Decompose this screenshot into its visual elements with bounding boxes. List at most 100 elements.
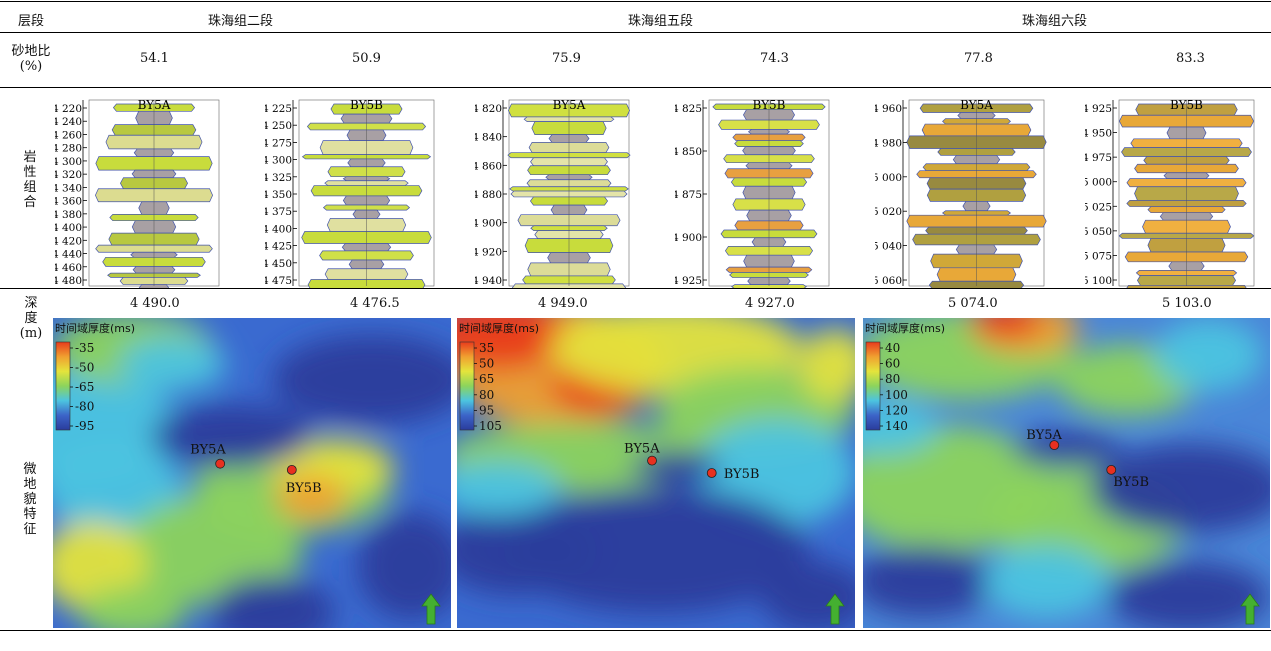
- legend-tick: 65: [479, 372, 494, 386]
- micro-label-char: 征: [23, 522, 37, 537]
- litho-label-char: 合: [23, 195, 37, 210]
- depth-value: 4 949.0: [538, 296, 588, 311]
- log-depth-tick: 4 300: [55, 156, 82, 168]
- log-depth-tick: 4 975: [1085, 152, 1112, 164]
- legend-tick: -80: [75, 400, 94, 414]
- sand-ratio-value: 83.3: [1176, 51, 1205, 66]
- log-well-label: BY5B: [350, 98, 383, 112]
- log-depth-tick: 4 920: [475, 246, 502, 258]
- log-depth-tick: 5 060: [875, 275, 902, 287]
- litho-label-char: 性: [23, 165, 37, 180]
- legend-tick: 100: [885, 388, 908, 402]
- log-depth-tick: 4 280: [55, 143, 82, 155]
- group-header-6: 珠海组六段: [1022, 14, 1088, 29]
- litho-log-6: BY5B 4 925 4 950 4 975 5 000 5 025 5 050 5 075 5…: [1085, 98, 1260, 288]
- depth-label-char: (m): [19, 326, 43, 341]
- sand-ratio-label: 砂地比 (%): [6, 44, 56, 74]
- depth-value: 4 476.5: [350, 296, 400, 311]
- log-depth-tick: 4 980: [875, 137, 902, 149]
- table-top-rule: [0, 1, 1271, 2]
- litho-label-char: 岩: [23, 150, 37, 165]
- log-depth-tick: 4 440: [55, 249, 82, 261]
- header-rule: [0, 32, 1271, 33]
- log-depth-tick: 4 825: [675, 103, 702, 115]
- log-depth-tick: 4 460: [55, 262, 82, 274]
- thickness-map-svg: 时间域厚度(ms) -35 -50 -65 -80 -95 BY5A BY5B: [53, 318, 451, 628]
- log-well-label: BY5B: [753, 98, 786, 112]
- well-label: BY5A: [1026, 428, 1062, 443]
- sand-ratio-value: 50.9: [352, 51, 381, 66]
- legend-tick: 60: [885, 357, 900, 371]
- micro-label-char: 貌: [23, 492, 37, 507]
- legend-tick: 80: [885, 372, 900, 386]
- depth-value: 4 490.0: [130, 296, 180, 311]
- legend-tick: 120: [885, 403, 908, 417]
- layer-header: 层段: [18, 14, 45, 29]
- depth-value: 5 074.0: [948, 296, 998, 311]
- legend-title: 时间域厚度(ms): [865, 321, 945, 335]
- sand-ratio-label-line2: (%): [19, 59, 43, 74]
- group-header-5: 珠海组五段: [628, 14, 694, 29]
- litho-log-1: BY5A 4 220 4 240 4 260 4 280 4 300 4 320 4 340 4…: [55, 98, 225, 288]
- log-depth-tick: 5 040: [875, 241, 902, 253]
- well-label: BY5B: [286, 481, 322, 496]
- log-depth-tick: 4 400: [265, 223, 292, 235]
- log-depth-tick: 4 340: [55, 182, 82, 194]
- log-depth-tick: 4 320: [55, 169, 82, 181]
- log-depth-tick: 4 875: [675, 189, 702, 201]
- depth-label: 深 度 (m): [14, 296, 48, 341]
- litho-log-5: BY5A 4 960 4 980 5 000 5 020 5 040 5 060: [875, 98, 1050, 288]
- log-depth-tick: 5 000: [1085, 177, 1112, 189]
- legend-tick: 140: [885, 419, 908, 433]
- north-arrow-icon: [1240, 593, 1260, 625]
- sand-ratio-label-line1: 砂地比: [11, 44, 51, 59]
- sand-ratio-value: 74.3: [760, 51, 789, 66]
- litho-log-3: BY5A 4 820 4 840 4 860 4 880 4 900 4 920 4 940: [475, 98, 635, 288]
- log-well-label: BY5A: [138, 98, 171, 112]
- log-depth-tick: 4 275: [265, 137, 292, 149]
- log-depth-tick: 4 820: [475, 103, 502, 115]
- litho-rule: [0, 288, 1271, 289]
- log-depth-tick: 4 240: [55, 116, 82, 128]
- legend-tick: -35: [75, 341, 94, 355]
- log-depth-tick: 4 925: [1085, 103, 1112, 115]
- log-well-label: BY5A: [553, 98, 586, 112]
- legend-tick: -65: [75, 380, 94, 394]
- sand-ratio-value: 75.9: [552, 51, 581, 66]
- log-depth-tick: 4 900: [675, 232, 702, 244]
- log-depth-tick: 5 025: [1085, 201, 1112, 213]
- log-depth-tick: 4 950: [1085, 128, 1112, 140]
- log-depth-tick: 4 940: [475, 275, 502, 287]
- legend-title: 时间域厚度(ms): [55, 321, 135, 335]
- log-depth-tick: 4 480: [55, 275, 82, 287]
- legend-tick: -95: [75, 419, 94, 433]
- legend-tick: 95: [479, 403, 494, 417]
- log-depth-tick: 4 900: [475, 218, 502, 230]
- log-depth-tick: 5 020: [875, 206, 902, 218]
- log-well-label: BY5B: [1170, 98, 1203, 112]
- well-marker: [1049, 440, 1060, 450]
- litho-log-svg: BY5B 4 925 4 950 4 975 5 000 5 025 5 050 5 075 5…: [1085, 98, 1255, 288]
- log-depth-tick: 4 220: [55, 103, 82, 115]
- log-depth-tick: 4 850: [675, 146, 702, 158]
- well-label: BY5A: [624, 442, 660, 457]
- log-depth-tick: 4 425: [265, 241, 292, 253]
- log-depth-tick: 4 840: [475, 132, 502, 144]
- thickness-map-2: 时间域厚度(ms) 35 50 65 80 95 105 BY5A BY5B: [457, 318, 855, 628]
- log-depth-tick: 4 260: [55, 129, 82, 141]
- litho-label: 岩 性 组 合: [20, 150, 40, 210]
- sand-ratio-value: 77.8: [964, 51, 993, 66]
- well-label: BY5B: [1113, 475, 1149, 490]
- legend-tick: 50: [479, 357, 494, 371]
- micro-label-char: 微: [23, 462, 37, 477]
- log-well-label: BY5A: [960, 98, 993, 112]
- log-depth-tick: 4 880: [475, 189, 502, 201]
- log-depth-tick: 4 300: [265, 155, 292, 167]
- log-depth-tick: 5 075: [1085, 250, 1112, 262]
- well-label: BY5B: [724, 467, 760, 482]
- legend-tick: 105: [479, 419, 502, 433]
- log-depth-tick: 4 375: [265, 206, 292, 218]
- log-depth-tick: 5 100: [1085, 275, 1112, 287]
